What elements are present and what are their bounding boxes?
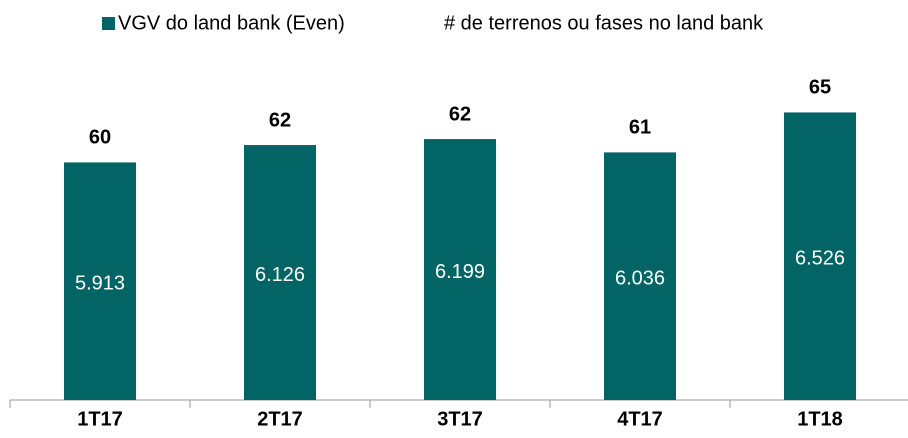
legend-label: VGV do land bank (Even) bbox=[118, 12, 345, 34]
bar-value-label: 6.126 bbox=[255, 264, 305, 286]
bar bbox=[244, 145, 316, 400]
bar bbox=[604, 152, 676, 400]
bar-value-label: 6.036 bbox=[615, 267, 665, 289]
legend-swatch bbox=[102, 17, 115, 30]
count-label: 62 bbox=[449, 103, 471, 125]
x-tick-label: 2T17 bbox=[257, 408, 303, 430]
bar-value-label: 5.913 bbox=[75, 272, 125, 294]
count-label: 62 bbox=[269, 109, 291, 131]
bar bbox=[64, 162, 136, 400]
bar bbox=[784, 112, 856, 400]
count-label: 61 bbox=[629, 117, 651, 139]
bar-value-label: 6.199 bbox=[435, 261, 485, 283]
x-tick-label: 1T17 bbox=[77, 408, 123, 430]
bar bbox=[424, 139, 496, 401]
x-tick-label: 1T18 bbox=[797, 408, 843, 430]
legend-label: # de terrenos ou fases no land bank bbox=[444, 12, 764, 34]
bar-value-label: 6.526 bbox=[795, 247, 845, 269]
count-label: 65 bbox=[809, 77, 831, 99]
count-label: 60 bbox=[89, 127, 111, 149]
x-tick-label: 4T17 bbox=[617, 408, 663, 430]
x-tick-label: 3T17 bbox=[437, 408, 483, 430]
